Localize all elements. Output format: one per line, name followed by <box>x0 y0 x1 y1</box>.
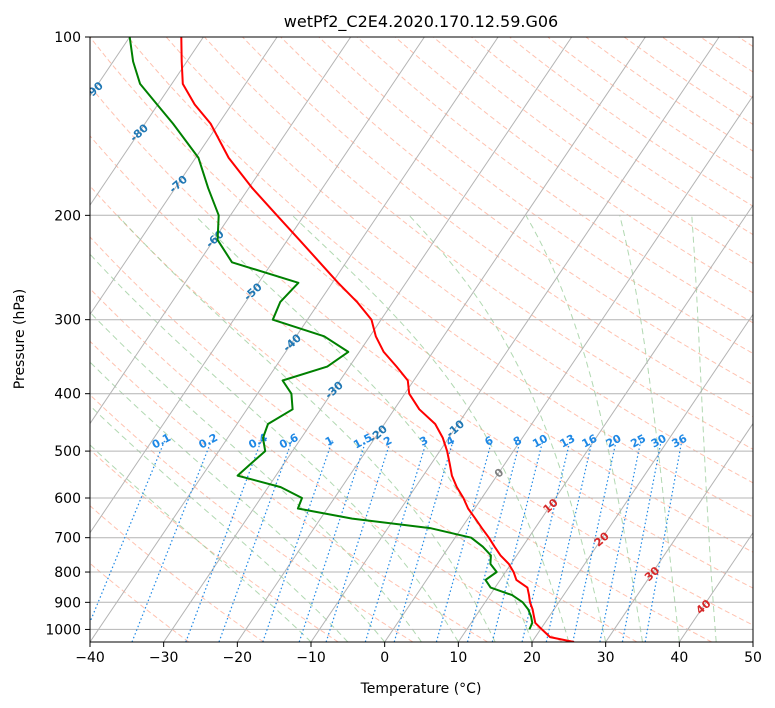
dry-adiabat <box>90 85 753 589</box>
dry-adiabat <box>280 37 753 386</box>
isotherm-line <box>678 531 753 642</box>
isotherm-line <box>0 37 56 642</box>
isotherm-line <box>90 37 425 534</box>
moist-adiabat <box>90 444 312 642</box>
mixing-ratio-label: 13 <box>558 432 578 451</box>
y-tick-label: 100 <box>54 30 81 46</box>
moist-adiabat <box>90 311 422 642</box>
isotherm-line <box>90 37 499 642</box>
background-lines <box>0 37 753 642</box>
moist-adiabat <box>90 253 459 642</box>
y-tick-label: 700 <box>54 531 81 547</box>
mixing-ratio-label: 25 <box>628 432 648 451</box>
mixing-ratio-line <box>435 440 493 642</box>
x-tick-label: 30 <box>597 650 615 666</box>
isotherm-line <box>531 313 753 642</box>
dewpoint-profile <box>128 37 534 630</box>
dry-adiabat <box>90 287 563 642</box>
x-tick-label: 10 <box>449 650 467 666</box>
temperature-profile <box>180 37 575 642</box>
dry-adiabat <box>90 135 753 626</box>
plot-background <box>90 37 753 642</box>
moist-adiabat <box>525 215 643 642</box>
x-tick-label: −20 <box>223 650 253 666</box>
x-tick-label: 50 <box>744 650 762 666</box>
y-tick-label: 400 <box>54 387 81 403</box>
moist-adiabat <box>90 405 349 642</box>
mixing-ratio-line <box>393 440 454 642</box>
y-tick-label: 900 <box>54 595 81 611</box>
mixing-ratio-label: 30 <box>649 432 669 451</box>
isotherm-line <box>90 37 278 316</box>
moist-adiabat <box>619 215 680 642</box>
mixing-ratio-line <box>545 440 593 642</box>
isotherm-line <box>90 37 352 425</box>
x-tick-label: 40 <box>670 650 688 666</box>
mixing-ratio-line <box>298 440 367 642</box>
moist-adiabat <box>408 214 607 642</box>
mixing-ratio-line <box>364 440 428 642</box>
moist-adiabat <box>194 214 533 642</box>
mixing-ratio-line <box>491 440 544 642</box>
dry-adiabat <box>127 37 753 518</box>
x-axis-label: Temperature (°C) <box>360 681 482 697</box>
x-tick-label: 0 <box>380 650 389 666</box>
x-tick-label: −10 <box>296 650 326 666</box>
isotherm-line <box>90 37 204 207</box>
isotherm-line <box>605 422 753 642</box>
mixing-ratio-line <box>466 440 521 642</box>
mixing-ratio-label: 10 <box>530 432 550 451</box>
y-tick-label: 1000 <box>45 622 81 638</box>
x-tick-label: 20 <box>523 650 541 666</box>
dry-adiabat <box>356 37 753 324</box>
y-tick-label: 500 <box>54 444 81 460</box>
mixing-ratio-label: 16 <box>580 432 600 451</box>
x-tick-label: −40 <box>75 650 105 666</box>
sounding-profiles <box>128 37 575 642</box>
mixing-ratio-line <box>521 440 571 642</box>
moist-adiabat <box>291 214 570 642</box>
y-tick-label: 300 <box>54 313 81 329</box>
dry-adiabat <box>90 185 712 642</box>
mixing-ratio-line <box>325 440 392 642</box>
isotherm-line <box>457 204 753 642</box>
y-axis: 100 200 300 400 500 600 700 800 900 1000 <box>45 30 90 638</box>
dry-adiabat <box>318 37 753 354</box>
moist-adiabat <box>117 214 496 642</box>
mixing-ratio-line <box>90 440 166 624</box>
plot-frame <box>89 36 754 643</box>
mixing-ratio-line <box>131 440 212 642</box>
chart-title: wetPf2_C2E4.2020.170.12.59.G06 <box>284 12 558 32</box>
y-tick-label: 200 <box>54 208 81 224</box>
isotherm-line <box>163 37 573 642</box>
y-tick-label: 800 <box>54 565 81 581</box>
dry-adiabat <box>165 37 753 484</box>
moist-adiabat <box>691 215 717 642</box>
dry-adiabat <box>90 562 190 642</box>
isotherm-line <box>310 37 720 642</box>
dry-adiabat <box>90 340 488 642</box>
isotherm-line <box>384 94 753 642</box>
isotherm-line <box>236 37 646 642</box>
dry-adiabat <box>90 236 638 642</box>
x-tick-label: −30 <box>149 650 179 666</box>
y-tick-label: 600 <box>54 491 81 507</box>
dry-adiabat <box>204 37 753 450</box>
mixing-ratio-label: 20 <box>604 432 624 451</box>
mixing-ratio-label: 36 <box>670 432 690 451</box>
y-axis-label: Pressure (hPa) <box>12 289 28 389</box>
isotherm-line <box>752 641 753 642</box>
x-axis: −40 −30 −20 −10 0 10 20 30 40 50 <box>75 642 762 666</box>
